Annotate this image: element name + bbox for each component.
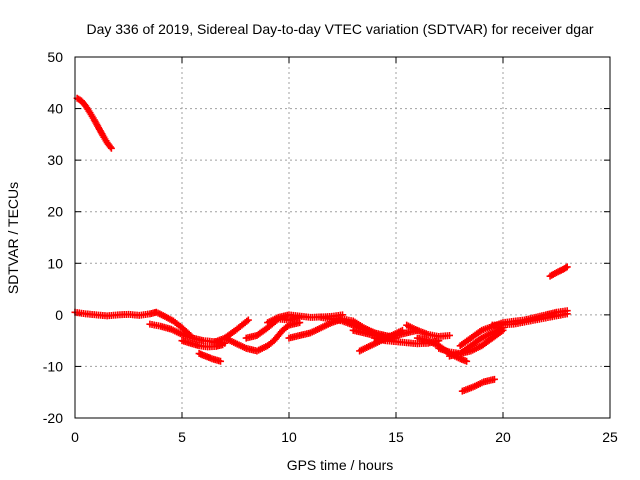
series-arc-18-20-low xyxy=(458,375,498,395)
data-point xyxy=(217,357,225,365)
x-tick-label: 5 xyxy=(178,429,186,445)
data-point xyxy=(562,264,570,272)
data-points xyxy=(71,94,571,395)
y-tick-label: 10 xyxy=(47,255,63,271)
y-tick-label: -10 xyxy=(43,358,63,374)
data-point xyxy=(244,316,252,324)
series-arc-late-high xyxy=(546,263,571,280)
data-point xyxy=(219,341,227,349)
series-arc-5-7h-dip xyxy=(178,337,227,351)
y-tick-label: -20 xyxy=(43,410,63,426)
x-tick-label: 20 xyxy=(495,429,511,445)
y-tick-label: 30 xyxy=(47,152,63,168)
chart-title: Day 336 of 2019, Sidereal Day-to-day VTE… xyxy=(86,21,593,37)
axis-ticks xyxy=(74,56,611,419)
x-tick-label: 0 xyxy=(71,429,79,445)
x-axis-label: GPS time / hours xyxy=(287,457,394,473)
series-arc-15-17h xyxy=(403,321,453,341)
series-arc-17-20h-up xyxy=(446,324,507,360)
y-tick-label: 40 xyxy=(47,101,63,117)
data-point xyxy=(490,375,498,383)
y-tick-label: 50 xyxy=(47,49,63,65)
y-axis-label: SDTVAR / TECUs xyxy=(5,182,21,294)
data-point xyxy=(398,326,406,334)
y-tick-label: 20 xyxy=(47,204,63,220)
data-point xyxy=(563,310,571,318)
y-tick-label: 0 xyxy=(55,307,63,323)
plot-frame xyxy=(74,56,611,419)
x-tick-label: 25 xyxy=(602,429,618,445)
series-arc-13-15-low xyxy=(356,326,406,355)
series-arc-early-high xyxy=(73,94,115,152)
series-arc-6-7h-low xyxy=(195,350,225,365)
series-arc-4-7h xyxy=(146,320,229,347)
series-arc-near-zero-start xyxy=(71,308,195,339)
x-tick-label: 10 xyxy=(281,429,297,445)
series-arc-6-8h-rise xyxy=(210,316,252,346)
x-tick-label: 15 xyxy=(388,429,404,445)
data-point xyxy=(463,357,471,365)
data-point xyxy=(106,143,114,151)
grid-lines xyxy=(75,57,610,418)
data-point xyxy=(107,144,115,152)
series-arc-20-23h xyxy=(488,310,571,329)
data-point xyxy=(563,263,571,271)
data-point xyxy=(446,331,453,339)
series-arc-7-9h xyxy=(221,319,304,355)
tick-labels: 0 5 10 15 20 25 -20 -10 0 10 20 30 40 50 xyxy=(43,49,618,445)
